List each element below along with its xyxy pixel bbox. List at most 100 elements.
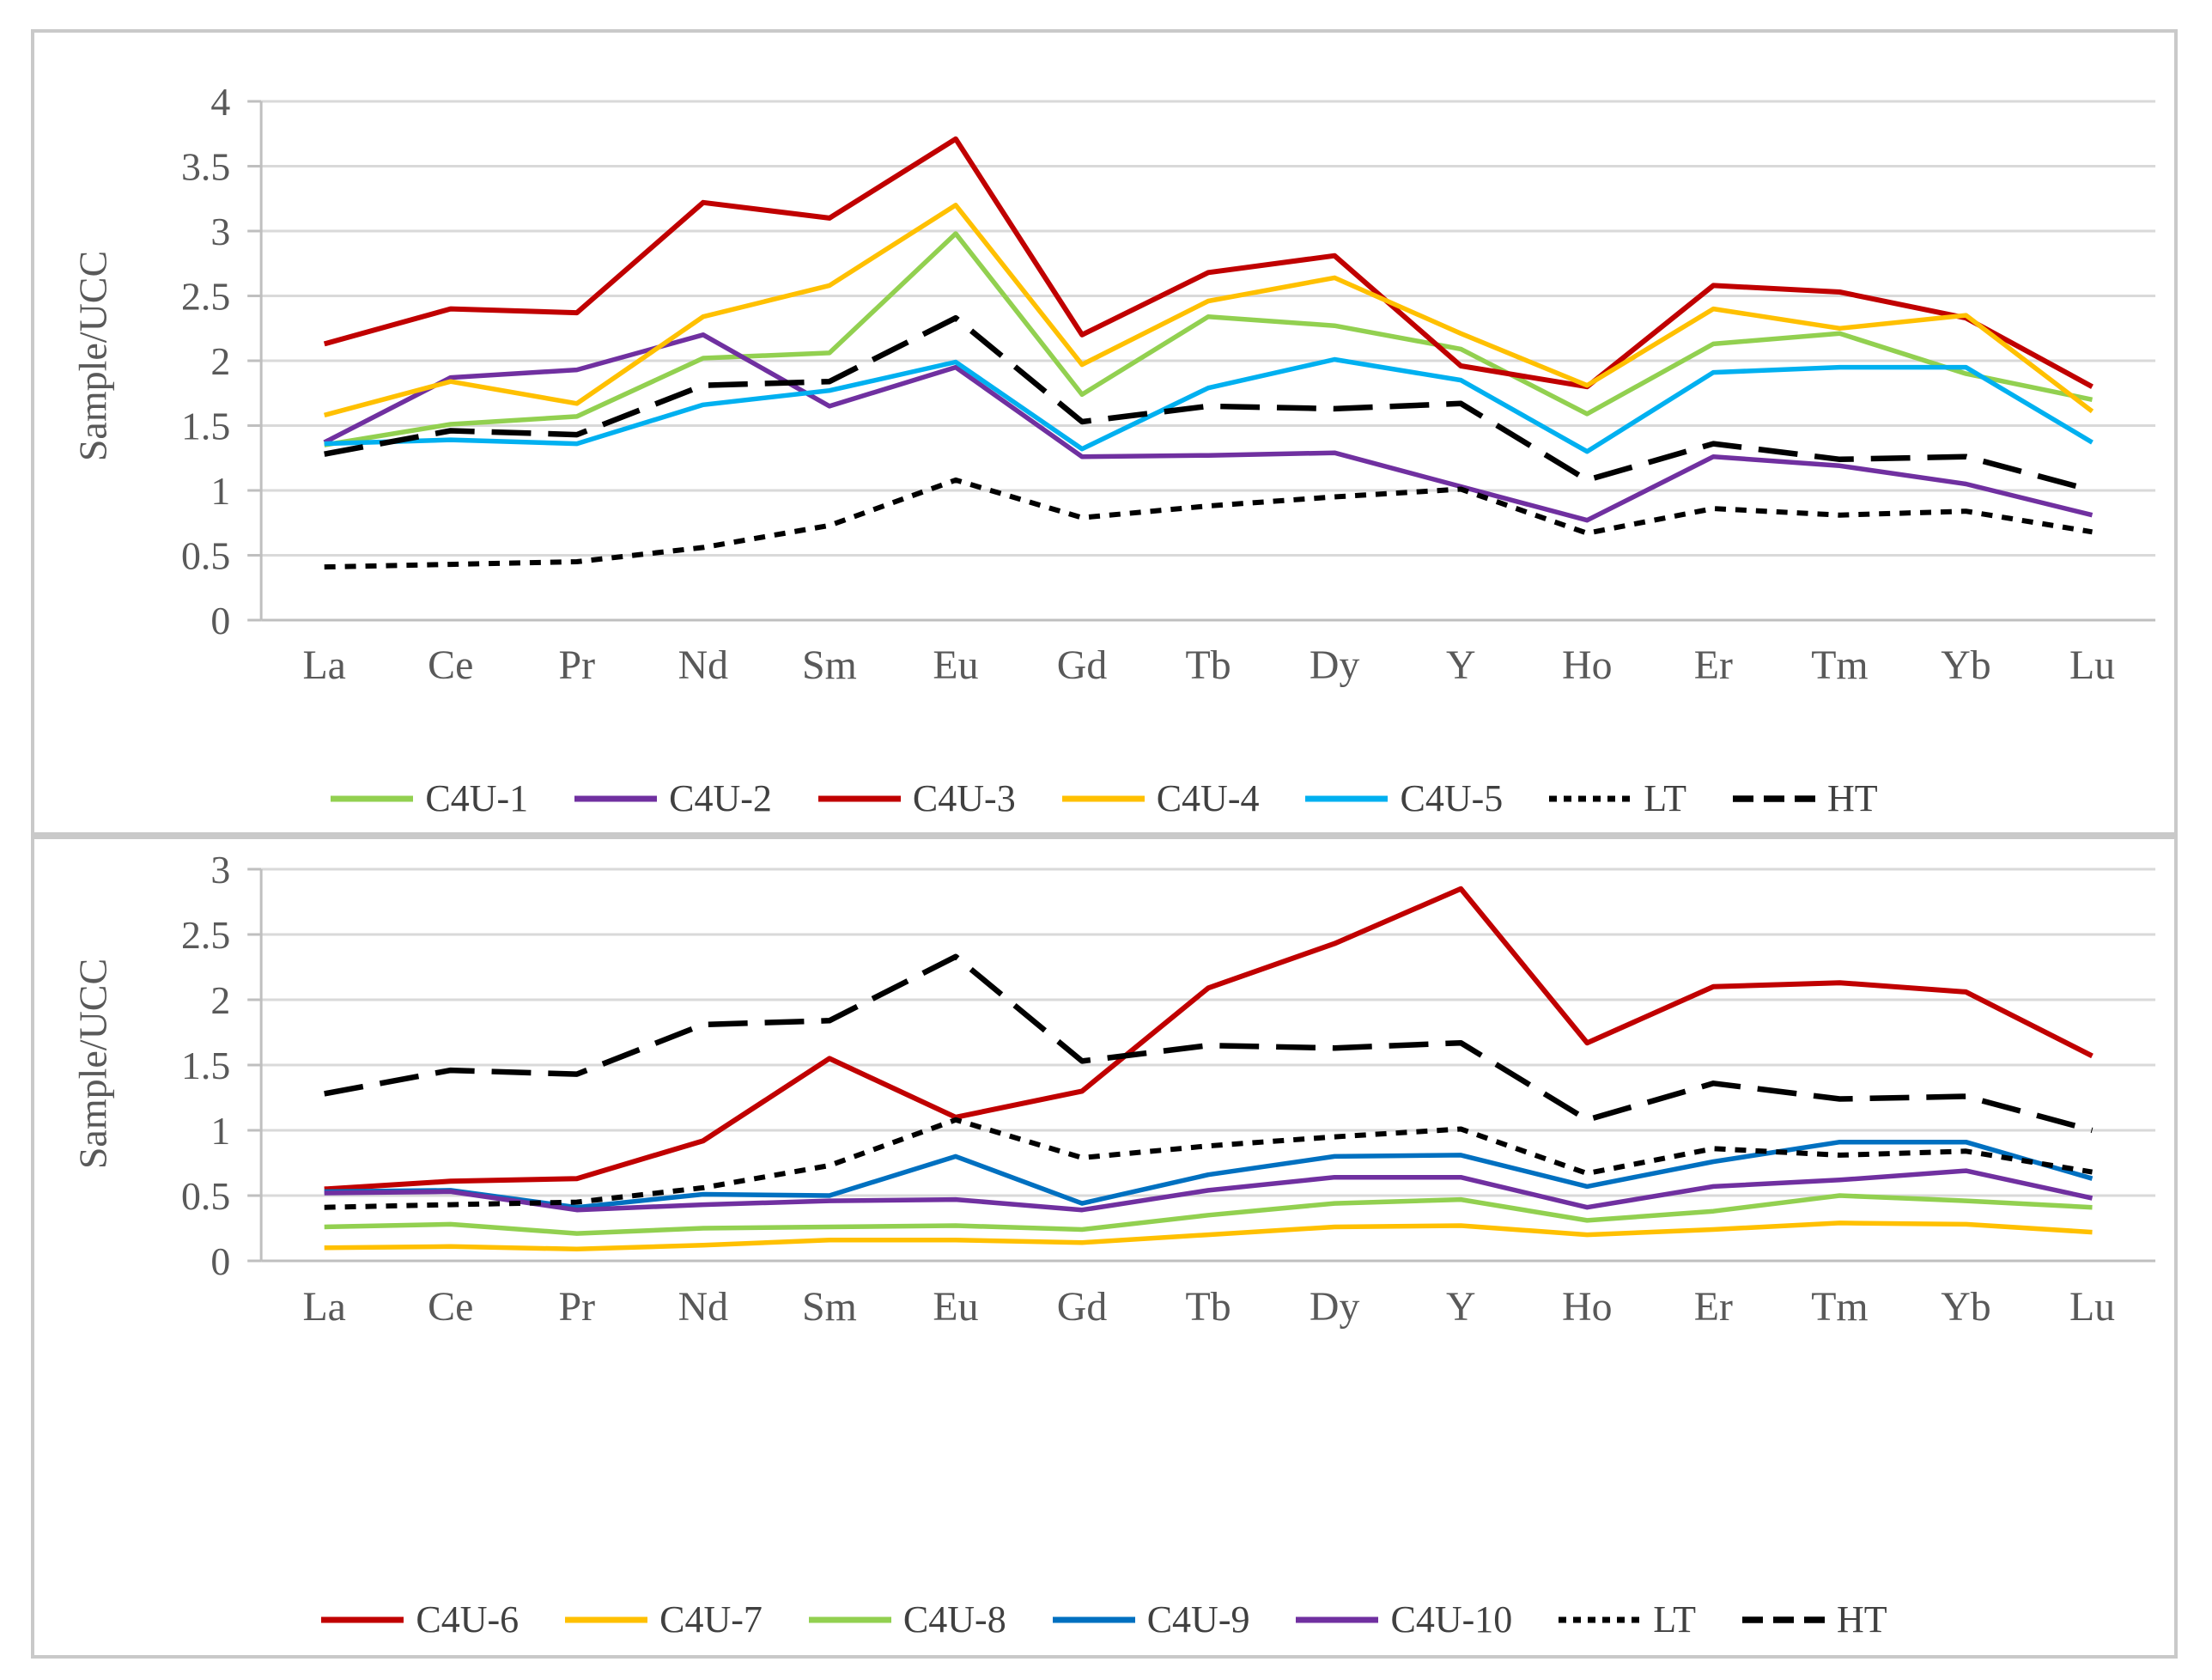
legend-swatch-C4U-9: [1052, 1616, 1135, 1622]
legend-item-C4U-10: C4U-10: [1296, 1598, 1512, 1641]
legend-item-HT: HT: [1741, 1598, 1887, 1641]
y-tick-label: 3.5: [181, 144, 230, 188]
x-tick-label: La: [302, 642, 345, 688]
series-line-HT: [324, 314, 2094, 494]
top-chart-canvas: 0 0.5 1 1.5 2 2.5 3 3.5 4 La Ce Pr Nd Sm Eu Gd Tb Dy Y Ho Er…: [181, 80, 2156, 688]
legend-item-C4U-5: C4U-5: [1305, 776, 1503, 820]
y-tick-label: 1: [210, 469, 230, 513]
legend-swatch-LT: [1559, 1616, 1642, 1622]
x-tick-label: Er: [1694, 642, 1733, 688]
legend-swatch-C4U-4: [1061, 795, 1145, 801]
bottom-chart-panel: 0 0.5 1 1.5 2 2.5 3 La Ce Pr Nd Sm Eu Gd Tb Dy Y Ho Er Tm Yb…: [31, 836, 2178, 1659]
legend-swatch-C4U-10: [1296, 1616, 1379, 1622]
bottom-chart-canvas: 0 0.5 1 1.5 2 2.5 3 La Ce Pr Nd Sm Eu Gd Tb Dy Y Ho Er Tm Yb…: [181, 848, 2156, 1330]
x-tick-label: Ho: [1562, 642, 1612, 688]
legend-swatch-C4U-3: [817, 795, 901, 801]
x-tick-label: Gd: [1057, 1284, 1108, 1330]
y-tick-label: 0.5: [181, 533, 230, 577]
series-line-C4U-6: [324, 886, 2094, 1192]
legend-swatch-C4U-1: [331, 795, 414, 801]
x-tick-label: Tm: [1811, 1284, 1868, 1330]
legend-label-C4U-10: C4U-10: [1390, 1598, 1513, 1640]
legend-label-C4U-3: C4U-3: [912, 777, 1016, 819]
bottom-y-axis-title: Sample/UCC: [70, 958, 115, 1170]
legend-label-C4U-2: C4U-2: [669, 777, 772, 819]
legend-item-C4U-9: C4U-9: [1052, 1598, 1250, 1641]
x-tick-label: Sm: [802, 1284, 857, 1330]
legend-swatch-C4U-8: [808, 1616, 891, 1622]
x-tick-label: Y: [1446, 642, 1476, 688]
legend-label-C4U-5: C4U-5: [1400, 777, 1504, 819]
top-legend: C4U-1 C4U-2 C4U-3 C4U-4 C4U-5 LT HT: [34, 776, 2174, 820]
top-y-axis-title: Sample/UCC: [70, 250, 115, 462]
legend-item-C4U-4: C4U-4: [1061, 776, 1260, 820]
series-line-C4U-8: [324, 1193, 2093, 1236]
bottom-legend: C4U-6 C4U-7 C4U-8 C4U-9 C4U-10 LT HT: [34, 1598, 2174, 1641]
x-tick-label: Y: [1446, 1284, 1476, 1330]
series-line-C4U-9: [324, 1139, 2094, 1210]
legend-swatch-C4U-7: [565, 1616, 648, 1622]
legend-swatch-HT: [1732, 794, 1815, 802]
y-tick-label: 4: [210, 80, 230, 124]
legend-item-C4U-7: C4U-7: [565, 1598, 763, 1641]
y-tick-label: 3: [210, 848, 230, 892]
legend-label-HT: HT: [1826, 777, 1878, 819]
legend-item-HT: HT: [1732, 776, 1878, 820]
legend-label-LT: LT: [1644, 777, 1686, 819]
y-tick-label: 1.5: [181, 404, 230, 447]
y-tick-label: 2: [210, 339, 230, 383]
x-tick-label: Nd: [678, 642, 729, 688]
x-tick-label: Lu: [2069, 1284, 2115, 1330]
y-tick-label: 1.5: [181, 1044, 230, 1087]
legend-item-LT: LT: [1559, 1598, 1696, 1641]
x-tick-label: Pr: [559, 1284, 596, 1330]
legend-item-LT: LT: [1549, 776, 1686, 820]
x-tick-label: Tb: [1186, 1284, 1231, 1330]
legend-item-C4U-3: C4U-3: [817, 776, 1016, 820]
legend-item-C4U-6: C4U-6: [321, 1598, 519, 1641]
y-tick-label: 1: [210, 1109, 230, 1153]
legend-label-C4U-6: C4U-6: [416, 1598, 520, 1640]
x-tick-label: Ce: [428, 642, 473, 688]
legend-swatch-C4U-5: [1305, 795, 1389, 801]
x-tick-label: Nd: [678, 1284, 729, 1330]
x-tick-label: Gd: [1057, 642, 1108, 688]
legend-label-C4U-9: C4U-9: [1146, 1598, 1250, 1640]
x-tick-label: Pr: [559, 642, 596, 688]
y-tick-label: 2.5: [181, 274, 230, 318]
x-tick-label: Ho: [1562, 1284, 1612, 1330]
y-tick-label: 0: [210, 1239, 230, 1283]
series-line-C4U-1: [324, 231, 2094, 447]
legend-swatch-HT: [1741, 1616, 1825, 1623]
x-tick-label: Eu: [933, 642, 978, 688]
series-line-C4U-5: [324, 356, 2094, 454]
x-tick-label: Tm: [1811, 642, 1868, 688]
figure: 0 0.5 1 1.5 2 2.5 3 3.5 4 La Ce Pr Nd Sm Eu Gd Tb Dy Y Ho Er…: [31, 29, 2178, 1659]
x-tick-label: Er: [1694, 1284, 1733, 1330]
legend-swatch-LT: [1549, 795, 1632, 801]
y-tick-label: 2.5: [181, 913, 230, 957]
x-tick-label: Eu: [933, 1284, 978, 1330]
x-tick-label: Ce: [428, 1284, 473, 1330]
series-line-C4U-3: [323, 136, 2094, 390]
legend-swatch-C4U-6: [321, 1616, 404, 1622]
legend-label-HT: HT: [1836, 1598, 1887, 1640]
legend-item-C4U-8: C4U-8: [808, 1598, 1006, 1641]
x-tick-label: La: [302, 1284, 345, 1330]
series-line-HT: [324, 953, 2094, 1134]
y-tick-label: 0: [210, 599, 230, 642]
x-tick-label: Dy: [1310, 642, 1360, 688]
series-line-LT: [324, 477, 2093, 570]
legend-label-LT: LT: [1653, 1598, 1696, 1640]
legend-item-C4U-1: C4U-1: [331, 776, 528, 820]
legend-label-C4U-8: C4U-8: [902, 1598, 1006, 1640]
series-line-LT: [324, 1117, 2093, 1210]
legend-swatch-C4U-2: [574, 795, 658, 801]
legend-label-C4U-4: C4U-4: [1156, 777, 1260, 819]
x-tick-label: Yb: [1941, 642, 1990, 688]
series-line-C4U-10: [324, 1168, 2094, 1213]
top-chart-panel: 0 0.5 1 1.5 2 2.5 3 3.5 4 La Ce Pr Nd Sm Eu Gd Tb Dy Y Ho Er…: [31, 29, 2178, 836]
x-tick-label: Dy: [1310, 1284, 1360, 1330]
y-tick-label: 2: [210, 978, 230, 1022]
y-tick-label: 0.5: [181, 1174, 230, 1218]
